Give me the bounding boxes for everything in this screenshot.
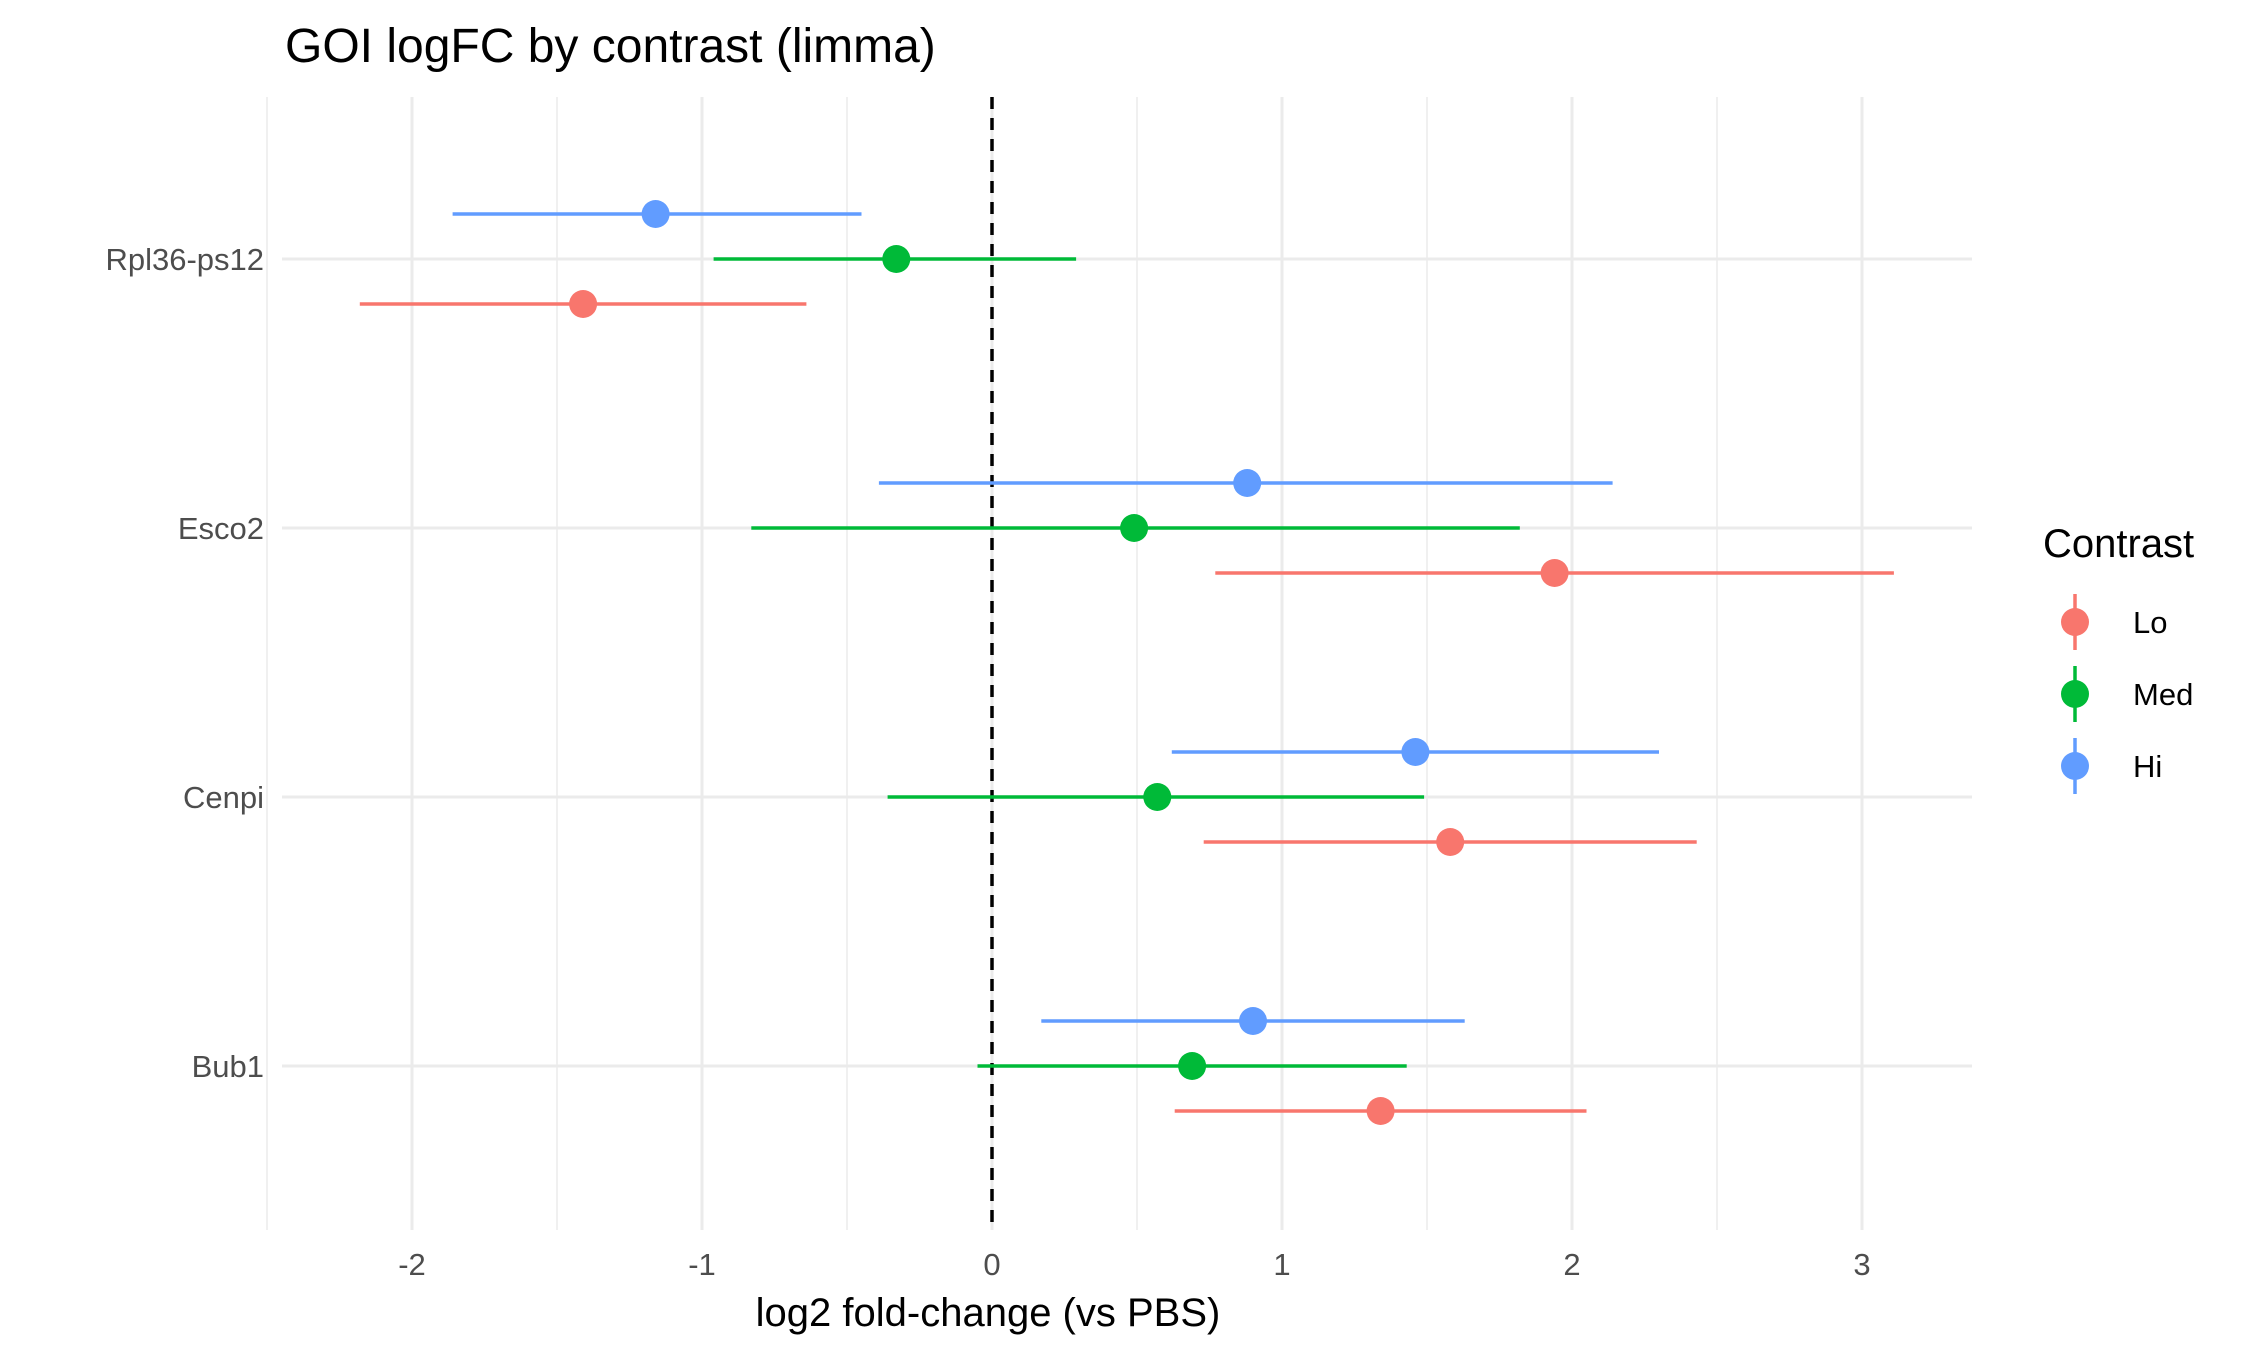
y-tick-label: Esco2 — [178, 511, 264, 546]
legend-key-point — [2061, 680, 2089, 708]
point — [1120, 514, 1149, 542]
point — [1233, 469, 1262, 497]
x-tick-label: -1 — [688, 1247, 716, 1282]
series-hi — [452, 200, 1659, 1035]
point — [1401, 738, 1430, 766]
point — [569, 290, 598, 318]
point — [1143, 783, 1172, 811]
legend-label: Hi — [2133, 749, 2162, 784]
data-marks — [359, 200, 1894, 1125]
series-med — [713, 245, 1520, 1080]
point — [882, 245, 911, 273]
y-tick-label: Rpl36-ps12 — [105, 242, 264, 277]
legend-item-med: Med — [2061, 666, 2193, 722]
x-axis-label: log2 fold-change (vs PBS) — [756, 1291, 1221, 1335]
x-tick-label: -2 — [398, 1247, 426, 1282]
legend-item-lo: Lo — [2061, 594, 2167, 650]
legend-label: Med — [2133, 677, 2193, 712]
y-tick-label: Cenpi — [183, 780, 264, 815]
y-tick-label: Bub1 — [192, 1049, 264, 1084]
legend-key-point — [2061, 752, 2089, 780]
grid — [266, 97, 1972, 1230]
x-tick-label: 3 — [1853, 1247, 1870, 1282]
point — [1366, 1097, 1395, 1125]
x-tick-label: 2 — [1563, 1247, 1580, 1282]
point — [1436, 828, 1465, 856]
legend-key-point — [2061, 608, 2089, 636]
legend-title: Contrast — [2043, 522, 2194, 566]
y-axis-ticks: Rpl36-ps12 Esco2 Cenpi Bub1 — [105, 242, 264, 1084]
legend: Contrast Lo Med Hi — [2043, 522, 2194, 794]
x-axis-ticks: -2 -1 0 1 2 3 — [398, 1247, 1870, 1282]
x-tick-label: 0 — [983, 1247, 1000, 1282]
point — [1239, 1007, 1267, 1035]
point — [641, 200, 670, 228]
legend-label: Lo — [2133, 605, 2167, 640]
point — [1540, 559, 1569, 587]
legend-item-hi: Hi — [2061, 738, 2162, 794]
point — [1178, 1052, 1207, 1080]
chart-title: GOI logFC by contrast (limma) — [285, 20, 936, 73]
series-lo — [359, 290, 1894, 1125]
x-tick-label: 1 — [1273, 1247, 1290, 1282]
